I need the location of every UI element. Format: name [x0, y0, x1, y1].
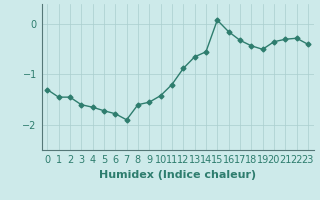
X-axis label: Humidex (Indice chaleur): Humidex (Indice chaleur)	[99, 170, 256, 180]
